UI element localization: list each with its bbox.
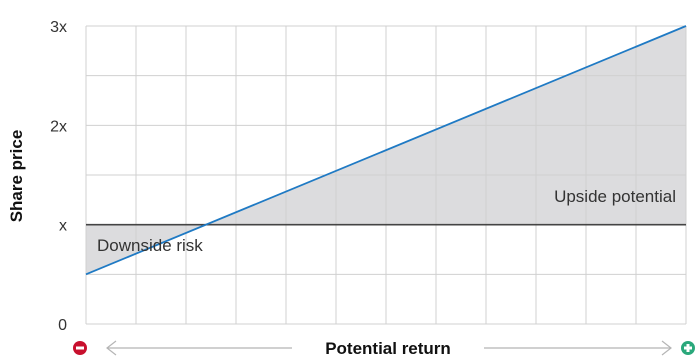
share-price-line [85,25,687,276]
right-arrow-head [661,340,672,356]
y-tick-label: 2x [50,118,67,135]
x-axis-label: Potential return [325,339,451,358]
downside-risk-label: Downside risk [97,236,203,255]
grid [85,25,687,325]
upside-potential-label: Upside potential [554,187,676,206]
x-axis: Potential return [73,339,695,358]
y-tick-label: 0 [58,317,67,334]
y-axis-label: Share price [7,130,26,223]
minus-circle-icon [73,341,87,355]
plus-circle-icon [681,341,695,355]
y-tick-label: 3x [50,19,67,36]
y-tick-labels: 0 x 2x 3x [50,19,67,334]
series-layer [85,25,687,276]
y-tick-label: x [59,218,67,235]
